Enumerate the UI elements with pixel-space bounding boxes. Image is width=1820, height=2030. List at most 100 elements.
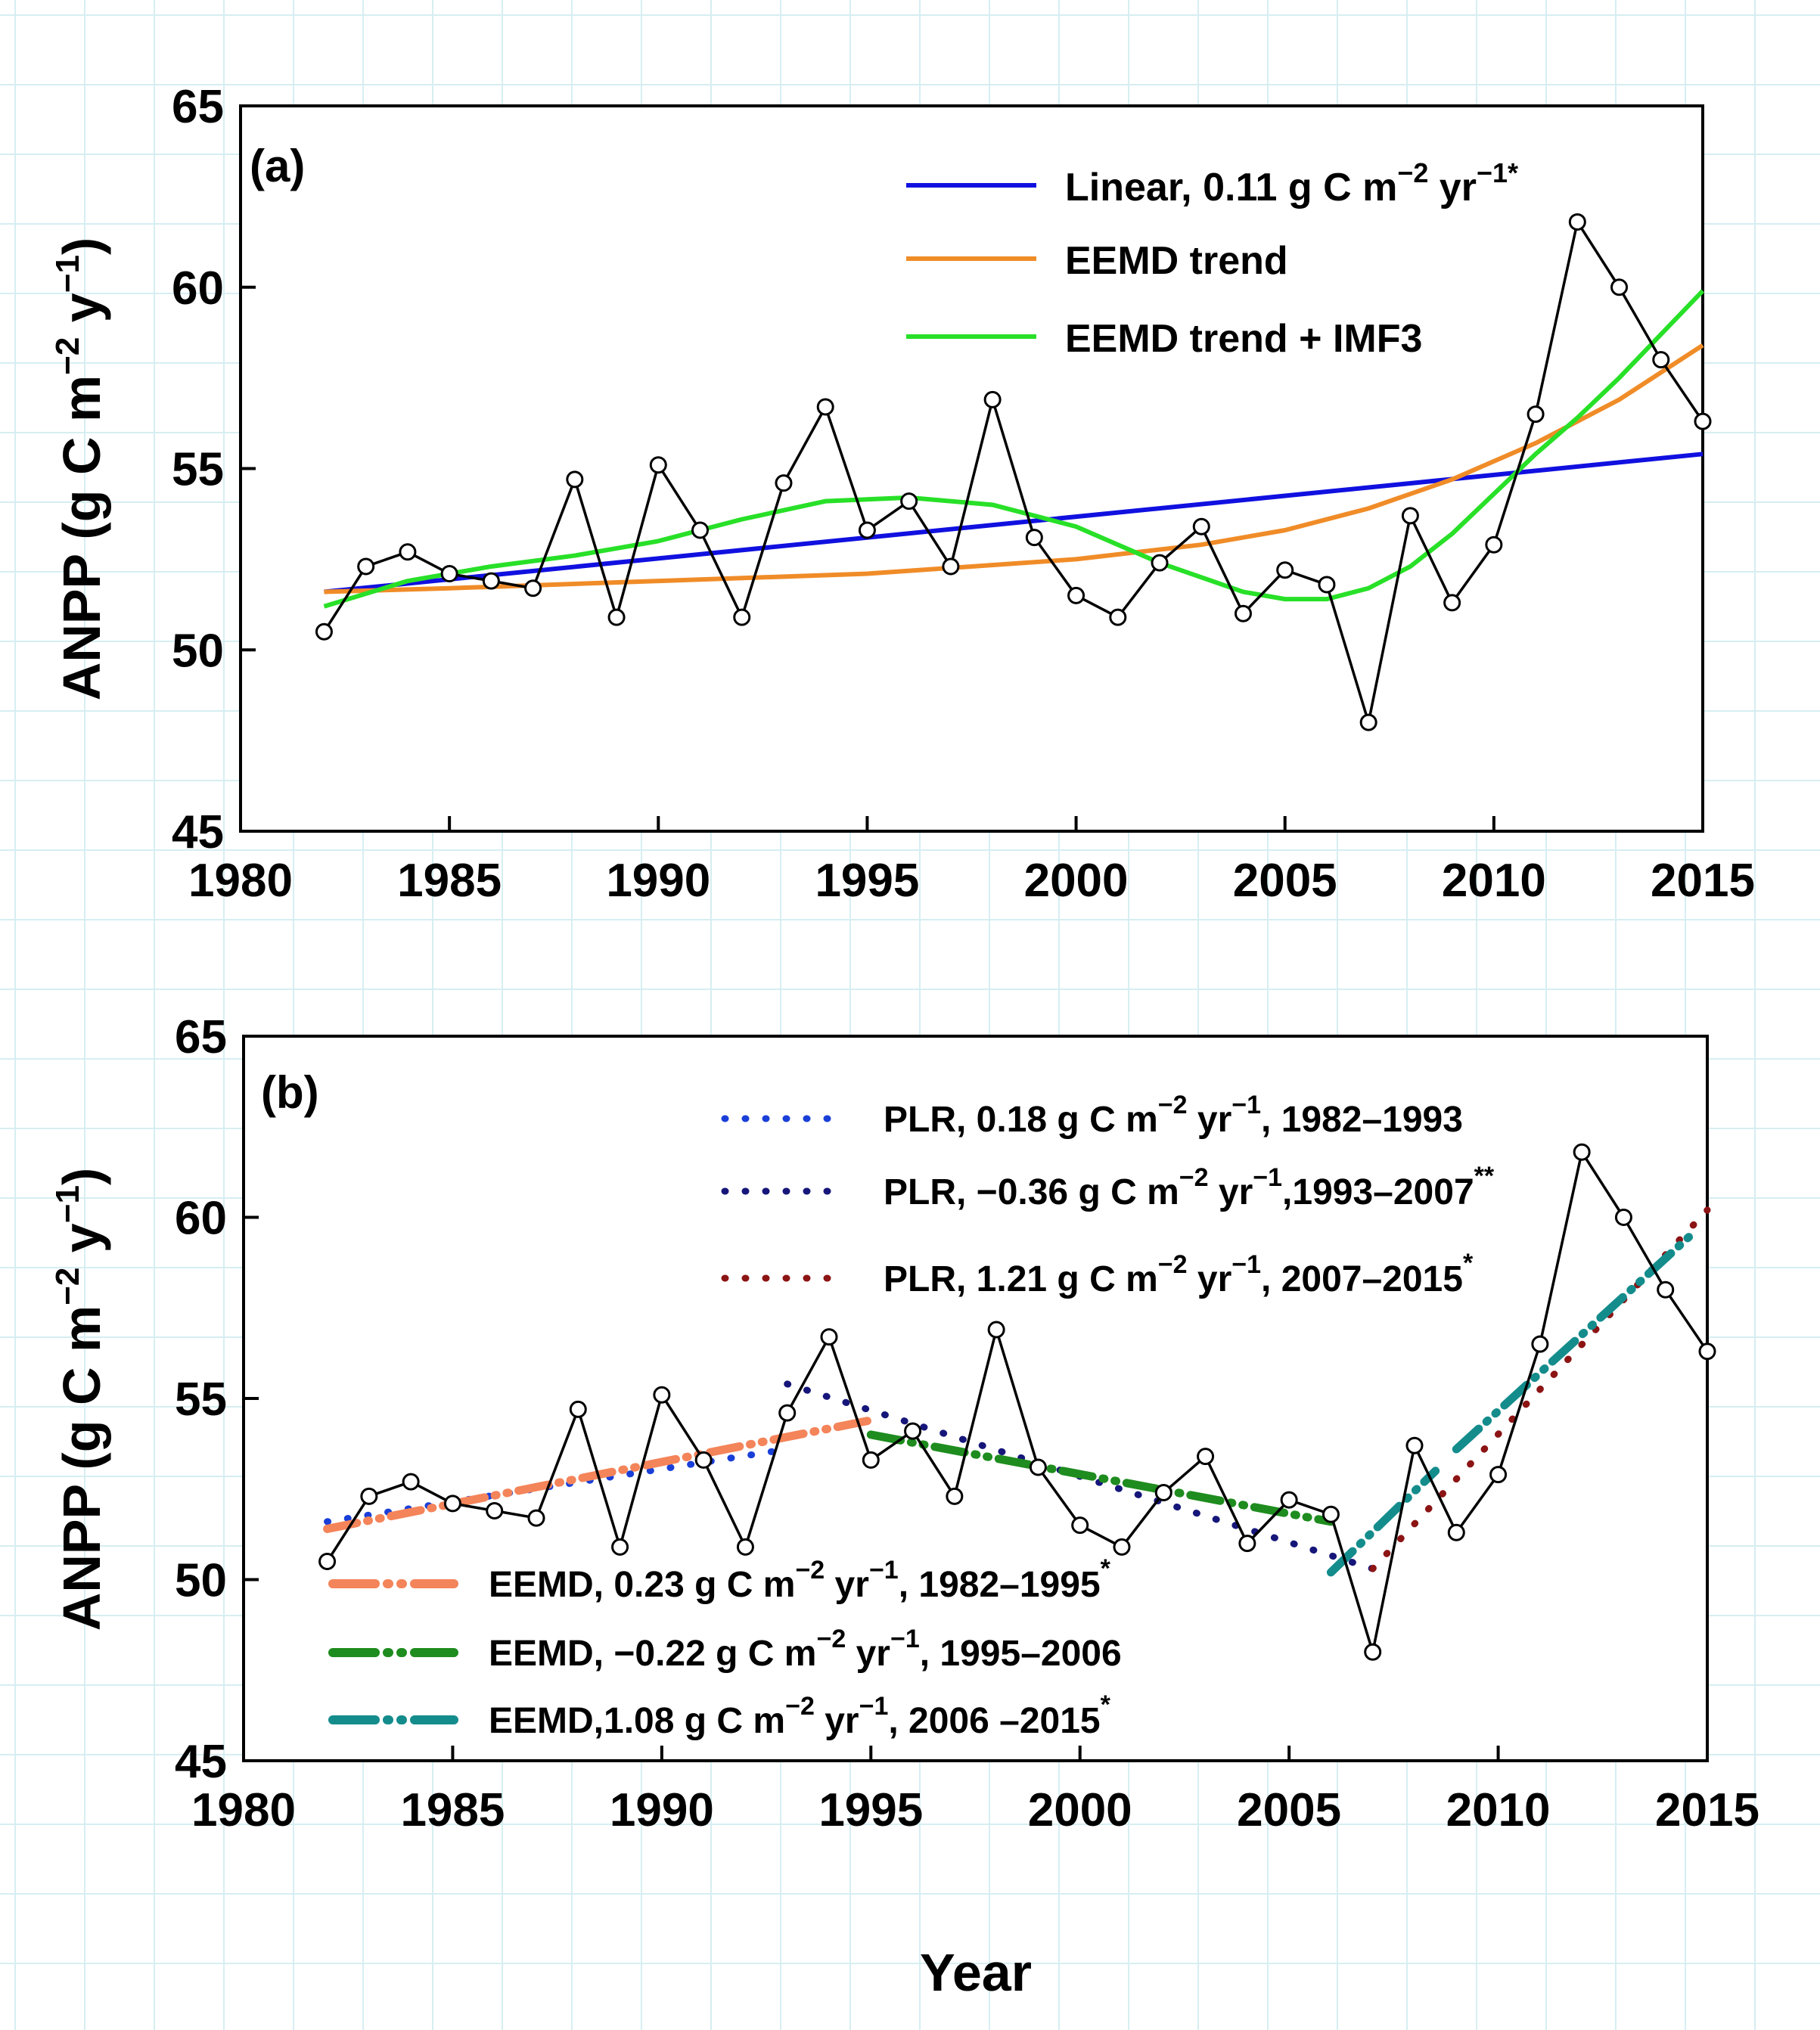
observed-point bbox=[862, 1451, 880, 1469]
panel-b-frame bbox=[242, 1035, 1709, 1762]
legend-label-part: −2 bbox=[1179, 1163, 1209, 1192]
x-tick-label: 2000 bbox=[1028, 1784, 1132, 1836]
legend-label-eemd-trend: EEMD trend bbox=[1065, 239, 1288, 283]
observed-point bbox=[315, 622, 333, 641]
series-line-eemd-trend bbox=[324, 343, 1704, 594]
observed-point bbox=[778, 1404, 797, 1422]
panel-a-ylabel: ANPP (g C m−2 y−1) bbox=[49, 237, 111, 700]
x-tick-label: 1990 bbox=[606, 855, 710, 907]
observed-point bbox=[1280, 1491, 1298, 1509]
legend-label-part: PLR, 1.21 g C m bbox=[884, 1259, 1158, 1299]
observed-point bbox=[1694, 412, 1712, 430]
segment-eemd-2006-2015-a bbox=[1326, 1467, 1440, 1577]
observed-point bbox=[946, 1487, 964, 1505]
observed-point bbox=[1192, 517, 1210, 535]
observed-point bbox=[611, 1538, 629, 1556]
x-tick-label: 2000 bbox=[1024, 855, 1129, 907]
series-line-eemd-trend-imf3 bbox=[323, 289, 1705, 609]
legend-label: PLR, 1.21 g C m−2 yr−1, 2007–2015* bbox=[884, 1249, 1474, 1299]
panel-b-ylabel: ANPP (g C m−2 y−1) bbox=[49, 1168, 111, 1631]
observed-point bbox=[1527, 405, 1545, 424]
legend-label-part: , 2007–2015 bbox=[1261, 1259, 1463, 1299]
observed-point bbox=[440, 565, 458, 583]
legend-label-part: −2 bbox=[795, 1556, 825, 1585]
legend-label-part: −2 bbox=[1158, 1250, 1188, 1279]
observed-line bbox=[326, 1150, 1709, 1654]
x-axis-title: Year bbox=[920, 1943, 1032, 2002]
panel-b-label: (b) bbox=[261, 1067, 319, 1118]
observed-point bbox=[816, 398, 834, 416]
observed-point bbox=[1322, 1505, 1340, 1523]
legend-label-part: PLR, 0.18 g C m bbox=[884, 1100, 1158, 1140]
observed-point bbox=[1154, 1484, 1172, 1502]
legend-label-part: , 1995–2006 bbox=[920, 1634, 1122, 1674]
observed-point bbox=[524, 579, 542, 598]
observed-point bbox=[1610, 278, 1629, 296]
x-tick-label: 1985 bbox=[400, 1784, 505, 1836]
legend-label-part: , 1982–1995 bbox=[899, 1565, 1101, 1605]
series-line-linear bbox=[324, 452, 1704, 594]
panel-a-observed bbox=[315, 213, 1712, 731]
observed-point bbox=[318, 1553, 337, 1571]
observed-point bbox=[1238, 1535, 1256, 1553]
y-tick-label: 60 bbox=[172, 262, 224, 315]
observed-point bbox=[360, 1487, 378, 1505]
observed-point bbox=[1197, 1448, 1215, 1466]
x-tick-label: 1980 bbox=[188, 855, 293, 907]
observed-point bbox=[694, 1451, 713, 1469]
legend-label-linear: Linear, 0.11 g C m−2 yr−1* bbox=[1065, 157, 1518, 210]
legend-label-eemd-imf3: EEMD trend + IMF3 bbox=[1065, 317, 1422, 361]
observed-point bbox=[987, 1321, 1005, 1339]
observed-point bbox=[1485, 535, 1503, 554]
legend-label-part: EEMD, 0.23 g C m bbox=[489, 1565, 795, 1605]
y-tick-label: 55 bbox=[172, 444, 224, 496]
panel-a-series bbox=[323, 289, 1705, 609]
observed-point bbox=[858, 521, 876, 539]
legend-label-part: −1 bbox=[1231, 1250, 1261, 1279]
observed-point bbox=[1029, 1458, 1047, 1476]
observed-point bbox=[1401, 507, 1419, 525]
observed-point bbox=[1025, 529, 1043, 547]
observed-point bbox=[691, 521, 710, 539]
x-tick-label: 1995 bbox=[815, 855, 919, 907]
observed-point bbox=[1447, 1523, 1465, 1541]
observed-point bbox=[607, 608, 626, 626]
legend-label-part: yr bbox=[846, 1634, 890, 1674]
panel-a: 1980 1985 1990 1995 2000 2005 2010 2015 45 50 55 60… bbox=[49, 81, 1755, 907]
y-tick-label: 65 bbox=[175, 1011, 227, 1063]
observed-point bbox=[942, 557, 960, 576]
observed-point bbox=[486, 1501, 504, 1519]
panel-b-legend-bottom: EEMD, 0.23 g C m−2 yr−1, 1982–1995*EEMD,… bbox=[328, 1554, 1122, 1741]
legend-label-part: −1 bbox=[1231, 1091, 1261, 1119]
observed-point bbox=[649, 456, 667, 474]
y-tick-label: 55 bbox=[175, 1374, 227, 1426]
observed-point bbox=[527, 1509, 545, 1527]
legend-label-part: * bbox=[1463, 1249, 1474, 1277]
x-tick-label: 1990 bbox=[610, 1784, 714, 1836]
legend-label: EEMD,1.08 g C m−2 yr−1, 2006 –2015* bbox=[489, 1690, 1111, 1741]
observed-point bbox=[1443, 594, 1461, 612]
observed-point bbox=[1652, 351, 1670, 369]
legend-label-part: PLR, −0.36 g C m bbox=[884, 1172, 1179, 1212]
observed-point bbox=[482, 572, 500, 590]
legend-label-part: , 1982–1993 bbox=[1261, 1100, 1463, 1140]
observed-point bbox=[983, 390, 1002, 408]
legend-label: EEMD, −0.22 g C m−2 yr−1, 1995–2006 bbox=[489, 1625, 1122, 1674]
x-tick-label: 2010 bbox=[1442, 855, 1546, 907]
x-tick-label: 1985 bbox=[397, 855, 502, 907]
legend-label-part: −1 bbox=[1253, 1163, 1282, 1192]
legend-label-part: ,1993–2007 bbox=[1282, 1172, 1474, 1212]
observed-point bbox=[1071, 1516, 1089, 1535]
observed-point bbox=[1568, 213, 1586, 231]
observed-point bbox=[1364, 1643, 1382, 1661]
legend-label-part: yr bbox=[1188, 1100, 1232, 1140]
observed-point bbox=[1234, 604, 1252, 622]
observed-point bbox=[775, 474, 793, 492]
observed-point bbox=[1489, 1466, 1508, 1484]
y-tick-label: 65 bbox=[172, 81, 224, 133]
observed-point bbox=[1614, 1209, 1632, 1226]
x-tick-label: 2005 bbox=[1237, 1784, 1341, 1836]
observed-point bbox=[900, 492, 918, 511]
x-tick-label: 2005 bbox=[1233, 855, 1337, 907]
observed-point bbox=[569, 1400, 587, 1418]
